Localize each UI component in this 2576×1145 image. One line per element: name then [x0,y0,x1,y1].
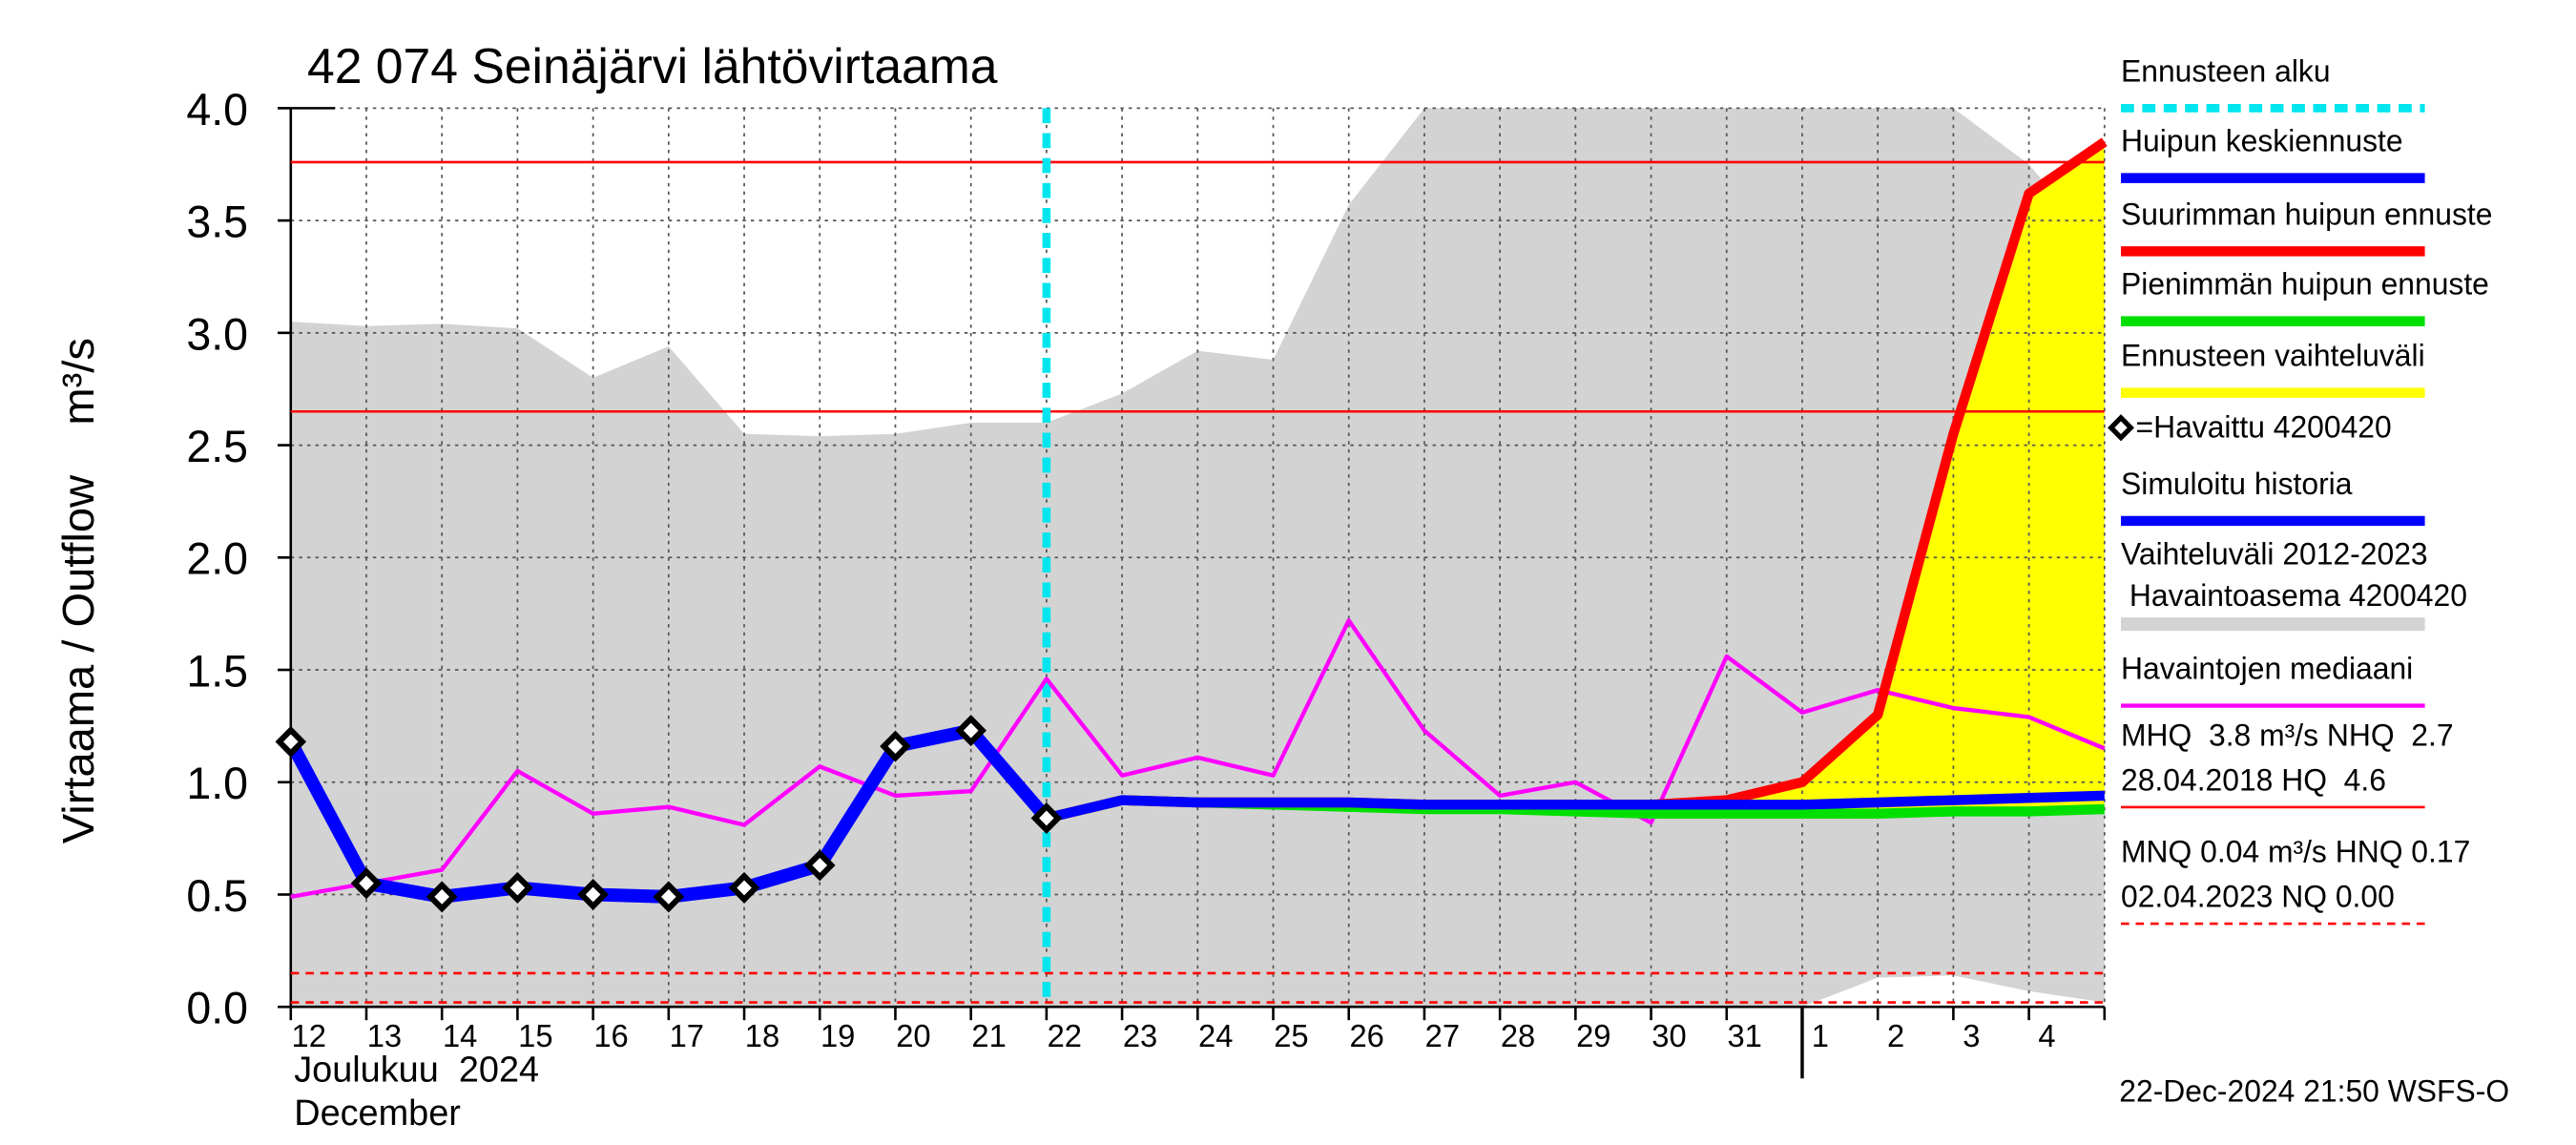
observed-point [350,867,383,900]
footer: 22-Dec-2024 21:50 WSFS-O [2119,1073,2509,1108]
legend-label: Ennusteen alku [2121,53,2331,88]
legend: Ennusteen alku Huipun keskiennuste Suurimm… [2108,53,2492,926]
legend-label: Suurimman huipun ennuste [2121,197,2492,231]
x-tick-label: 25 [1274,1018,1308,1053]
observed-point [275,725,307,758]
legend-label: =Havaittu 4200420 [2136,410,2392,445]
legend-label: Huipun keskiennuste [2121,124,2403,158]
x-tick-label: 22 [1048,1018,1082,1053]
x-tick-label: 29 [1576,1018,1610,1053]
observed-point [803,849,836,882]
plot-area: 0.00.51.01.52.02.53.03.54.012 13 14 15 16 17 1… [186,85,2108,1079]
y-tick-label: 0.5 [186,871,248,921]
x-tick-label: 19 [821,1018,855,1053]
observed-point [955,715,987,747]
observed-point [728,871,760,904]
x-tick-label: 15 [518,1018,552,1053]
stats-label: 02.04.2023 NQ 0.00 [2121,879,2395,913]
y-tick-label: 0.0 [186,983,248,1032]
stats-label: MNQ 0.04 m³/s HNQ 0.17 [2121,834,2470,868]
legend-label: Vaihteluväli 2012-2023 [2121,536,2428,571]
x-tick-label: 27 [1425,1018,1460,1053]
x-tick-label: 26 [1349,1018,1383,1053]
x-tick-label: 2 [1887,1018,1904,1053]
x-tick-label: 23 [1123,1018,1157,1053]
series-line [1045,790,2105,823]
x-tick-label: 31 [1728,1018,1762,1053]
x-tick-label: 16 [593,1018,628,1053]
stats-label: 28.04.2018 HQ 4.6 [2121,762,2386,797]
x-tick-label: 17 [670,1018,704,1053]
legend-label: Havaintojen mediaani [2121,651,2413,685]
observed-point [880,730,911,762]
x-tick-label: 1 [1812,1018,1829,1053]
y-tick-label: 4.0 [186,85,248,135]
x-tick-label: 4 [2038,1018,2055,1053]
x-tick-label: 12 [292,1018,326,1053]
y-tick-label: 3.5 [186,197,248,246]
x-tick-label: 30 [1652,1018,1686,1053]
y-tick-label: 2.5 [186,422,248,471]
x-tick-label: 13 [367,1018,402,1053]
observed-point [1030,802,1063,834]
y-tick-label: 1.0 [186,759,248,808]
legend-label: Pienimmän huipun ennuste [2121,267,2489,302]
y-tick-label: 3.0 [186,309,248,359]
observed-point [426,881,458,913]
chart-title: 42 074 Seinäjärvi lähtövirtaama [307,39,998,94]
x-tick-label: 20 [896,1018,930,1053]
y-tick-label: 2.0 [186,533,248,583]
y-tick-label: 1.5 [186,646,248,696]
x-tick-label: 21 [971,1018,1006,1053]
y-axis-label: Virtaama / Outflow m³/s [53,338,103,843]
forecast-band [1046,141,2105,819]
x-axis-label: December [294,1093,461,1134]
stats-label: MHQ 3.8 m³/s NHQ 2.7 [2121,718,2454,752]
observed-point [653,881,685,913]
x-axis-label: Joulukuu 2024 [294,1050,539,1091]
x-tick-label: 28 [1501,1018,1535,1053]
legend-label: Simuloitu historia [2121,467,2353,501]
observed-point [577,878,609,911]
legend-label: Havaintoasema 4200420 [2121,578,2467,613]
x-tick-label: 18 [745,1018,779,1053]
legend-label: Ennusteen vaihteluväli [2121,339,2425,373]
observed-point [502,871,533,904]
x-tick-label: 3 [1963,1018,1980,1053]
series-line [290,618,2106,900]
x-tick-label: 14 [443,1018,477,1053]
x-tick-label: 24 [1198,1018,1233,1053]
observed-point [2108,414,2135,442]
